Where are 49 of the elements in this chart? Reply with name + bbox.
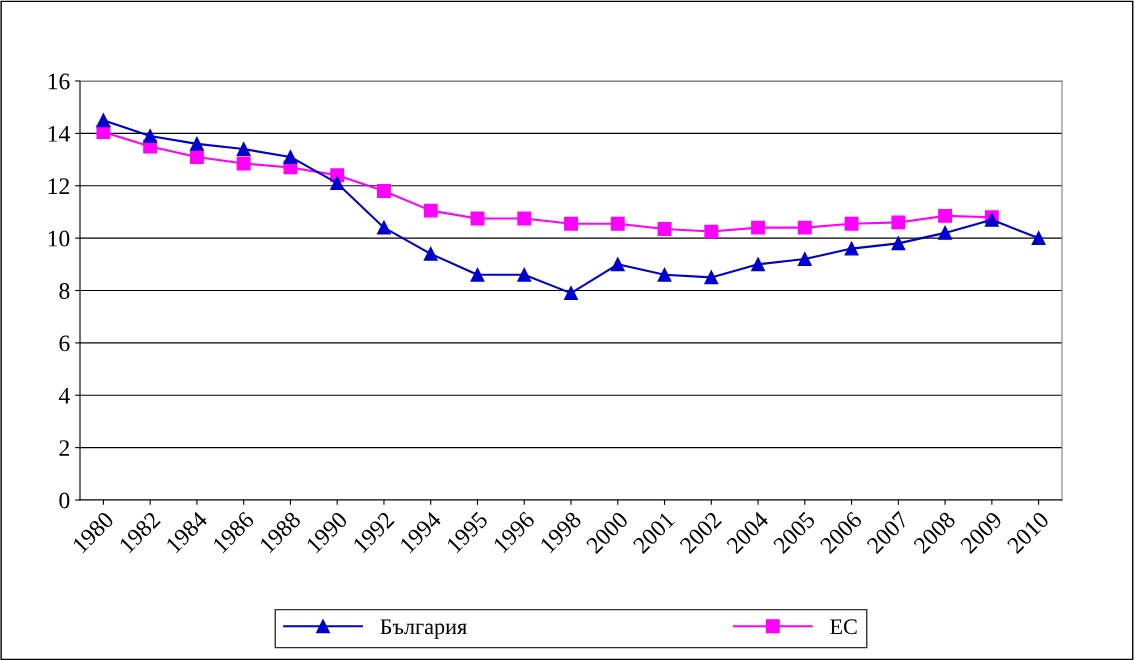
point [143,129,158,143]
point [610,216,625,231]
point [189,149,204,164]
point [330,176,345,191]
legend-label: ЕС [830,619,857,635]
point [96,113,111,128]
y-tick-label: 2 [59,440,69,456]
point [844,216,859,231]
point [423,203,438,218]
x-tick-label: 1990 [305,510,349,554]
point [704,224,719,239]
point [377,220,391,235]
y-tick-label: 0 [59,492,70,509]
point [891,215,906,230]
point [564,216,578,231]
point [283,149,298,164]
point [470,267,485,282]
point [797,252,812,267]
point [657,267,672,282]
y-tick-label: 6 [59,335,70,352]
x-tick-label: 1982 [118,511,161,554]
legend-label: България [380,619,467,639]
point [564,286,578,301]
point [517,211,532,226]
point [610,257,625,272]
x-tick-label: 1992 [352,511,395,554]
point [1031,231,1046,246]
point [751,257,765,272]
point [423,246,438,261]
point [751,220,765,235]
y-tick-label: 8 [59,282,70,299]
point [236,142,251,157]
x-tick-label: 1980 [71,510,115,554]
point [704,270,719,285]
point [938,225,953,240]
point [938,208,953,223]
y-tick-label: 14 [48,125,70,142]
y-tick-label: 10 [48,230,70,247]
point [891,236,906,251]
point [189,136,204,151]
point [517,267,532,282]
point [657,222,672,236]
point [236,156,251,171]
y-tick-label: 4 [58,387,70,404]
point [797,220,812,235]
y-tick-label: 16 [48,73,70,90]
y-tick-label: 12 [48,178,69,194]
point [377,184,391,198]
point [844,241,859,256]
